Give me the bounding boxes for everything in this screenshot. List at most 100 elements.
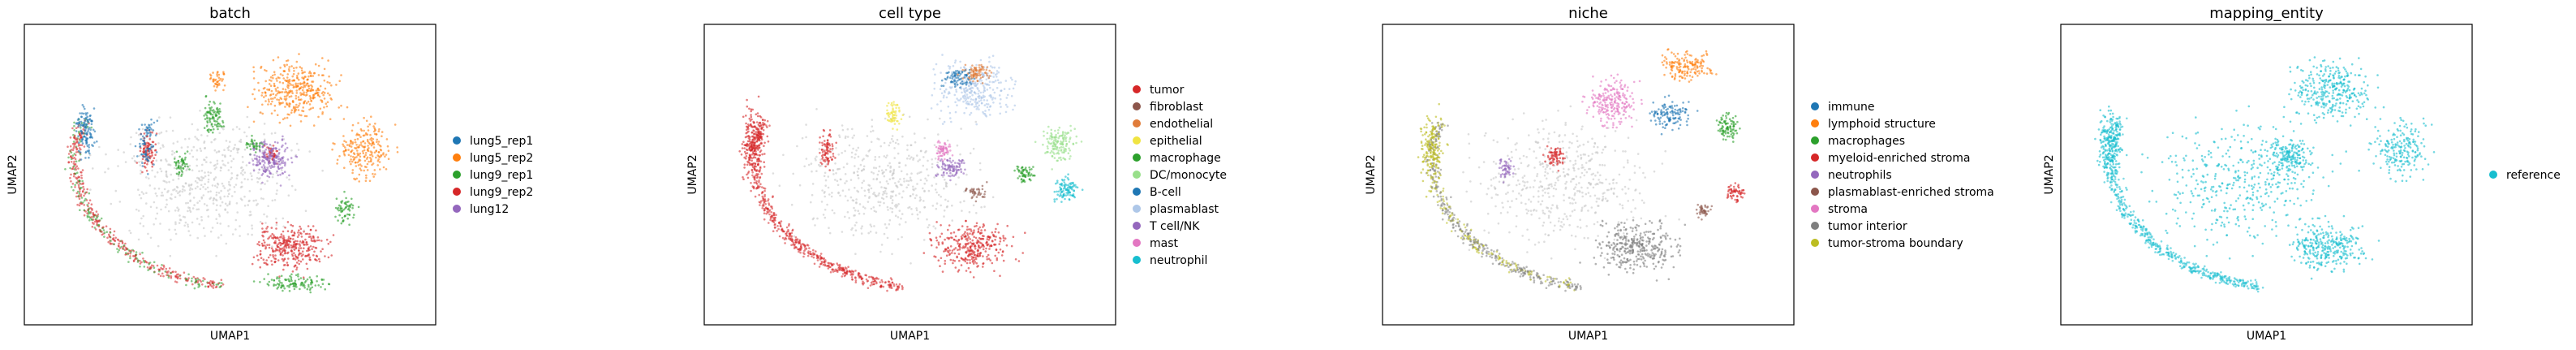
point	[907, 184, 910, 187]
point	[959, 201, 962, 204]
point	[983, 205, 986, 208]
point	[986, 99, 988, 102]
point	[282, 289, 284, 292]
point	[250, 140, 253, 143]
point	[752, 175, 755, 179]
point	[261, 223, 264, 225]
point	[345, 149, 347, 152]
point	[773, 212, 776, 214]
point	[148, 138, 151, 140]
point	[923, 136, 926, 140]
point	[1069, 158, 1071, 160]
point	[316, 92, 319, 94]
point	[180, 146, 183, 149]
point	[953, 61, 957, 64]
point	[870, 130, 872, 133]
point	[170, 238, 172, 241]
point	[75, 160, 78, 163]
point	[893, 123, 897, 125]
point	[806, 244, 810, 247]
point	[177, 177, 180, 180]
point	[973, 194, 975, 197]
point	[158, 132, 161, 135]
point	[139, 142, 141, 145]
point	[180, 175, 183, 177]
point	[989, 106, 991, 108]
point	[963, 162, 965, 165]
point	[1024, 175, 1027, 179]
point	[1075, 135, 1078, 138]
point	[955, 168, 957, 171]
point	[942, 96, 945, 99]
panel-title: batch	[209, 5, 251, 22]
point	[771, 214, 773, 217]
point	[95, 210, 98, 213]
point	[879, 201, 882, 204]
point	[256, 254, 259, 257]
point	[790, 244, 793, 247]
point	[805, 247, 808, 250]
point	[972, 147, 975, 150]
point	[212, 114, 214, 116]
point	[273, 84, 276, 88]
point	[240, 172, 243, 175]
point	[268, 100, 270, 103]
point	[265, 259, 269, 261]
point	[841, 189, 845, 192]
point	[961, 71, 964, 73]
point	[792, 172, 794, 175]
point	[931, 166, 934, 169]
point	[97, 213, 100, 216]
point	[316, 93, 320, 97]
point	[883, 232, 886, 235]
point	[760, 172, 763, 175]
point	[320, 99, 322, 102]
point	[271, 263, 273, 266]
point	[259, 220, 262, 223]
point	[198, 284, 201, 287]
point	[207, 174, 210, 177]
point	[78, 176, 81, 179]
point	[312, 236, 315, 240]
point	[939, 159, 942, 162]
point	[849, 179, 853, 181]
point	[293, 70, 295, 72]
point	[1030, 179, 1032, 182]
point	[252, 142, 255, 145]
point	[897, 119, 899, 123]
point	[1053, 136, 1056, 139]
point	[1060, 143, 1063, 145]
point	[768, 222, 770, 224]
point	[960, 97, 962, 100]
point	[248, 162, 251, 164]
point	[974, 72, 977, 75]
point	[310, 72, 312, 75]
point	[273, 156, 276, 158]
point	[82, 182, 84, 184]
point	[289, 124, 292, 127]
point	[88, 146, 90, 149]
point	[177, 210, 179, 212]
point	[197, 177, 200, 179]
point	[183, 152, 187, 155]
point	[74, 141, 77, 144]
point	[234, 218, 238, 222]
point	[928, 223, 931, 227]
point	[261, 112, 264, 115]
point	[982, 110, 984, 114]
point	[884, 187, 887, 190]
point	[824, 179, 828, 182]
point	[345, 206, 347, 209]
point	[320, 279, 324, 282]
point	[936, 173, 940, 176]
point	[222, 71, 225, 73]
point	[951, 204, 953, 207]
point	[273, 165, 276, 168]
point	[234, 144, 237, 146]
point	[940, 110, 943, 112]
point	[103, 235, 105, 238]
point	[217, 213, 221, 216]
point	[368, 179, 372, 183]
point	[940, 154, 943, 158]
point	[758, 179, 760, 182]
